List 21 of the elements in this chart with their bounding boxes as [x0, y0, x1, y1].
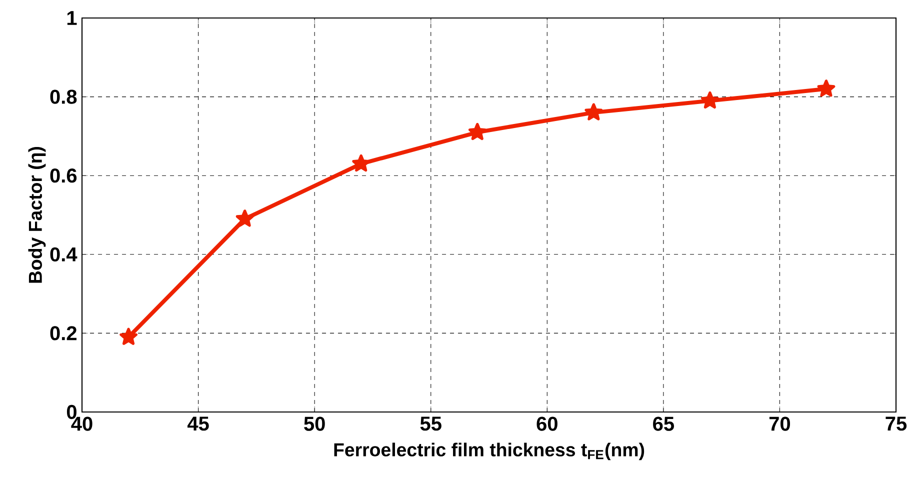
point: [468, 122, 486, 140]
y-tick-label: 1: [67, 11, 77, 25]
x-tick-label: 65: [653, 416, 674, 431]
y-tick-label: 0.2: [50, 326, 76, 340]
x-tick-label: 45: [187, 416, 209, 431]
y-tick-label: 0.4: [50, 247, 78, 262]
y-tick-label: 0.6: [50, 168, 77, 183]
point: [584, 103, 603, 120]
y-axis-title: Body Factor (η): [28, 146, 46, 283]
x-tick-label: 70: [769, 416, 790, 431]
point: [236, 210, 254, 227]
x-tick-label: 50: [304, 416, 325, 431]
point: [701, 91, 719, 109]
y-tick-label: 0.8: [50, 90, 77, 104]
x-tick-label: 55: [420, 416, 442, 431]
point: [352, 154, 370, 172]
x-tick-label: 60: [536, 416, 558, 431]
x-tick-label: 75: [886, 416, 907, 431]
x-axis-title: Ferroelectric film thickness t$_{FE}$(nm): [334, 442, 644, 460]
point: [120, 328, 138, 345]
point: [817, 80, 836, 97]
